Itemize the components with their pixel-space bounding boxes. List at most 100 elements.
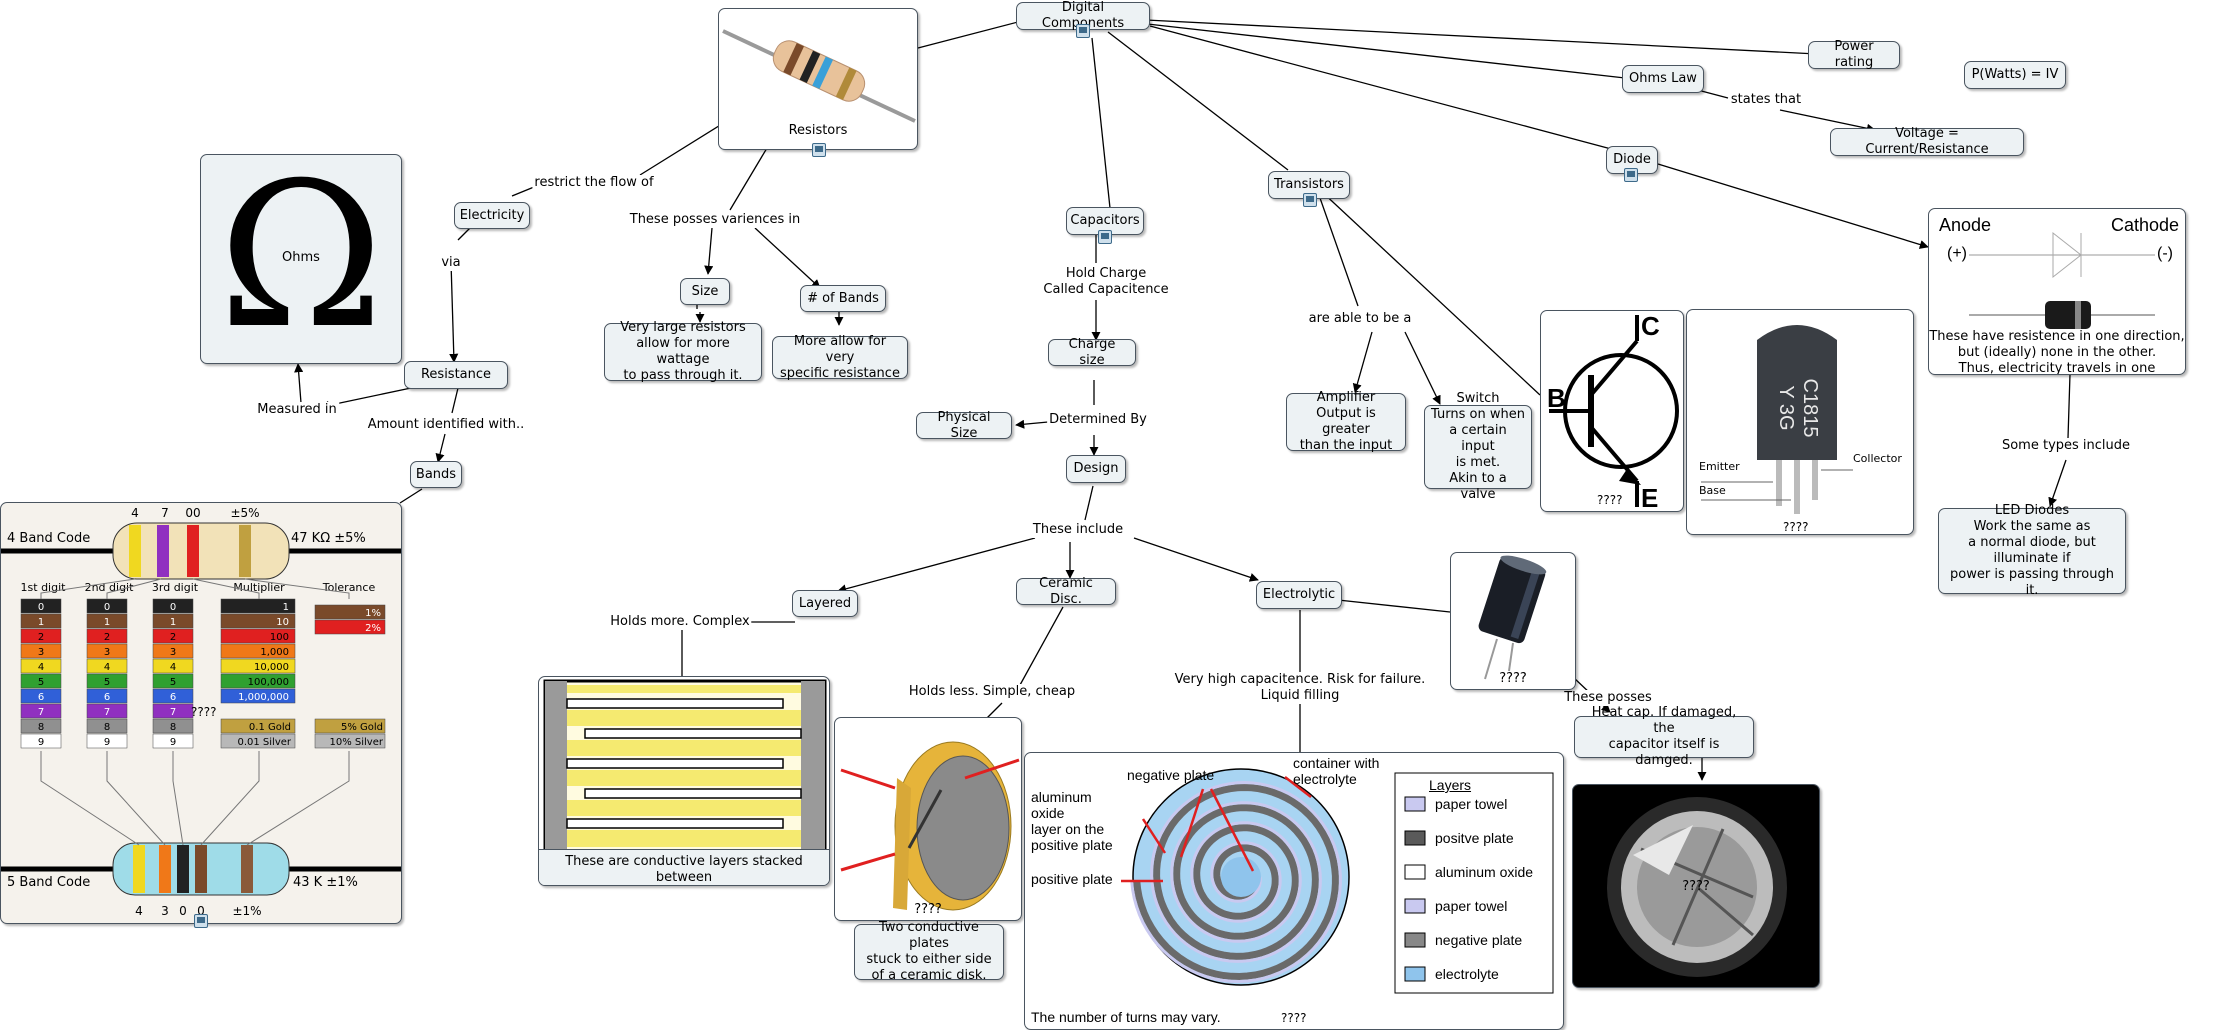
node-electrolytic[interactable]: Electrolytic	[1256, 581, 1342, 609]
band	[187, 525, 199, 577]
digit-value: 5	[38, 677, 44, 688]
tolerance-value: 5% Gold	[341, 722, 383, 733]
attachment-icon[interactable]	[194, 914, 208, 928]
band-digit-label: 4	[135, 904, 143, 918]
node-amplifier[interactable]: Amplifier Output is greater than the inp…	[1286, 390, 1406, 453]
transistor-photo-drawing	[1701, 325, 1853, 514]
attachment-icon[interactable]	[1624, 168, 1638, 182]
insulator	[567, 740, 801, 756]
insulator	[567, 800, 801, 816]
color-cell	[220, 658, 296, 674]
color-cell	[152, 613, 194, 629]
plus-label: (+)	[1947, 245, 1967, 262]
omega-symbol: Ω	[218, 154, 384, 364]
attachment-icon[interactable]	[812, 143, 826, 157]
color-cell	[20, 673, 62, 689]
leader-line	[246, 751, 350, 846]
resistor-photo[interactable]: Resistors	[718, 8, 918, 150]
electrolytic-capacitor-photo[interactable]: ????	[1450, 552, 1576, 690]
plate	[584, 788, 802, 799]
link-label: restrict the flow of	[532, 175, 656, 191]
color-cell	[20, 733, 62, 749]
multiplier-value: 0.01 Silver	[237, 737, 291, 748]
leader-line	[244, 578, 350, 599]
band-digit-label: 0	[179, 904, 187, 918]
legend-entry-label: paper towel	[1435, 796, 1508, 812]
color-cell	[86, 703, 128, 719]
color-cell	[314, 619, 386, 635]
band	[133, 845, 145, 893]
node-ceramic[interactable]: Ceramic Disc.	[1016, 576, 1116, 607]
band	[241, 845, 253, 893]
node-heat-cap[interactable]: Heat cap. If damaged, the capacitor itse…	[1574, 705, 1754, 768]
damaged-capacitor-photo[interactable]: ????	[1572, 784, 1820, 988]
digit-value: 0	[170, 602, 176, 613]
node-power-rating[interactable]: Power rating	[1808, 39, 1900, 70]
digit-value: 1	[104, 617, 110, 628]
node-voltage[interactable]: Voltage = Current/Resistance	[1830, 126, 2024, 157]
diode-drawing	[1969, 231, 2155, 329]
attachment-icon[interactable]	[1076, 24, 1090, 38]
multiplier-value: 1,000	[260, 647, 289, 658]
electrolytic-spiral-image[interactable]: aluminum oxide layer on the positive pla…	[1024, 752, 1564, 1030]
color-cell	[20, 688, 62, 704]
node-digital-components[interactable]: Digital Components	[1016, 0, 1150, 31]
ohms-image[interactable]: Ω Ohms	[200, 154, 402, 364]
node-charge-size[interactable]: Charge size	[1048, 337, 1136, 368]
color-cell	[86, 628, 128, 644]
color-cell	[220, 613, 296, 629]
link-label: Determined By	[1047, 412, 1149, 428]
legend-swatch	[1404, 966, 1426, 982]
node-bands-desc[interactable]: More allow for very specific resistance	[772, 334, 908, 381]
multiplier-value: 100	[270, 632, 289, 643]
multiplier-value: 0.1 Gold	[249, 722, 291, 733]
digit-value: 7	[170, 707, 176, 718]
link-label: Measured in	[255, 402, 339, 418]
attachment-icon[interactable]	[1098, 230, 1112, 244]
ceramic-capacitor-photo[interactable]: ????	[834, 717, 1022, 921]
link-label: These posses variences in	[627, 212, 803, 228]
digit-value: 3	[38, 647, 44, 658]
digit-value: 1	[170, 617, 176, 628]
node-led[interactable]: LED Diodes Work the same as a normal dio…	[1938, 503, 2126, 598]
node-diode[interactable]: Diode	[1606, 146, 1658, 174]
color-cell	[152, 598, 194, 614]
attachment-icon[interactable]	[1303, 193, 1317, 207]
leader-line	[200, 751, 260, 846]
node-ohms-law[interactable]: Ohms Law	[1622, 65, 1704, 93]
tolerance-value: 2%	[365, 623, 381, 634]
node-resistance[interactable]: Resistance	[404, 361, 508, 389]
node-switch[interactable]: Switch Turns on when a certain input is …	[1424, 391, 1532, 502]
diode-image[interactable]: Anode Cathode (+) (-) These have resiste…	[1928, 208, 2186, 375]
node-size-desc[interactable]: Very large resistors allow for more watt…	[604, 320, 762, 383]
transistor-marking: C1815 Y 3G	[1775, 378, 1821, 438]
node-num-bands[interactable]: # of Bands	[800, 285, 886, 312]
anode-label: Anode	[1939, 215, 1992, 235]
node-size[interactable]: Size	[680, 278, 730, 305]
node-bands[interactable]: Bands	[410, 461, 462, 488]
transistor-photo[interactable]: C1815 Y 3G Emitter Base Collector ????	[1686, 309, 1914, 535]
node-electricity[interactable]: Electricity	[454, 202, 530, 229]
digit-value: 9	[170, 737, 176, 748]
transistor-symbol-image[interactable]: B C E ????	[1540, 310, 1684, 512]
color-cell	[152, 643, 194, 659]
node-ceramic-desc[interactable]: Two conductive plates stuck to either si…	[854, 920, 1004, 983]
electrolytic-caption: ????	[1499, 671, 1527, 686]
damaged-drawing	[1607, 797, 1787, 977]
node-design[interactable]: Design	[1066, 455, 1126, 483]
five-band-label: 5 Band Code	[7, 875, 91, 890]
label-negative-plate: negative plate	[1127, 767, 1215, 783]
transistor-symbol-drawing	[1549, 315, 1679, 507]
color-cell	[86, 643, 128, 659]
node-power-formula[interactable]: P(Watts) = IV	[1964, 61, 2066, 89]
band	[159, 845, 171, 893]
node-layered[interactable]: Layered	[792, 590, 858, 617]
band	[157, 525, 169, 577]
resistor-color-code-image[interactable]: 4 7 00 ±5% 4 3 0 0 ±1% 1st digit 2nd digit 3rd di…	[0, 502, 402, 924]
legend-title: Layers	[1429, 777, 1472, 793]
digit-value: 5	[104, 677, 110, 688]
multiplier-value: 1	[283, 602, 289, 613]
layered-capacitor-image[interactable]: These are conductive layers stacked betw…	[538, 676, 830, 886]
link-label: states that	[1728, 92, 1804, 108]
node-physical-size[interactable]: Physical Size	[916, 410, 1012, 441]
